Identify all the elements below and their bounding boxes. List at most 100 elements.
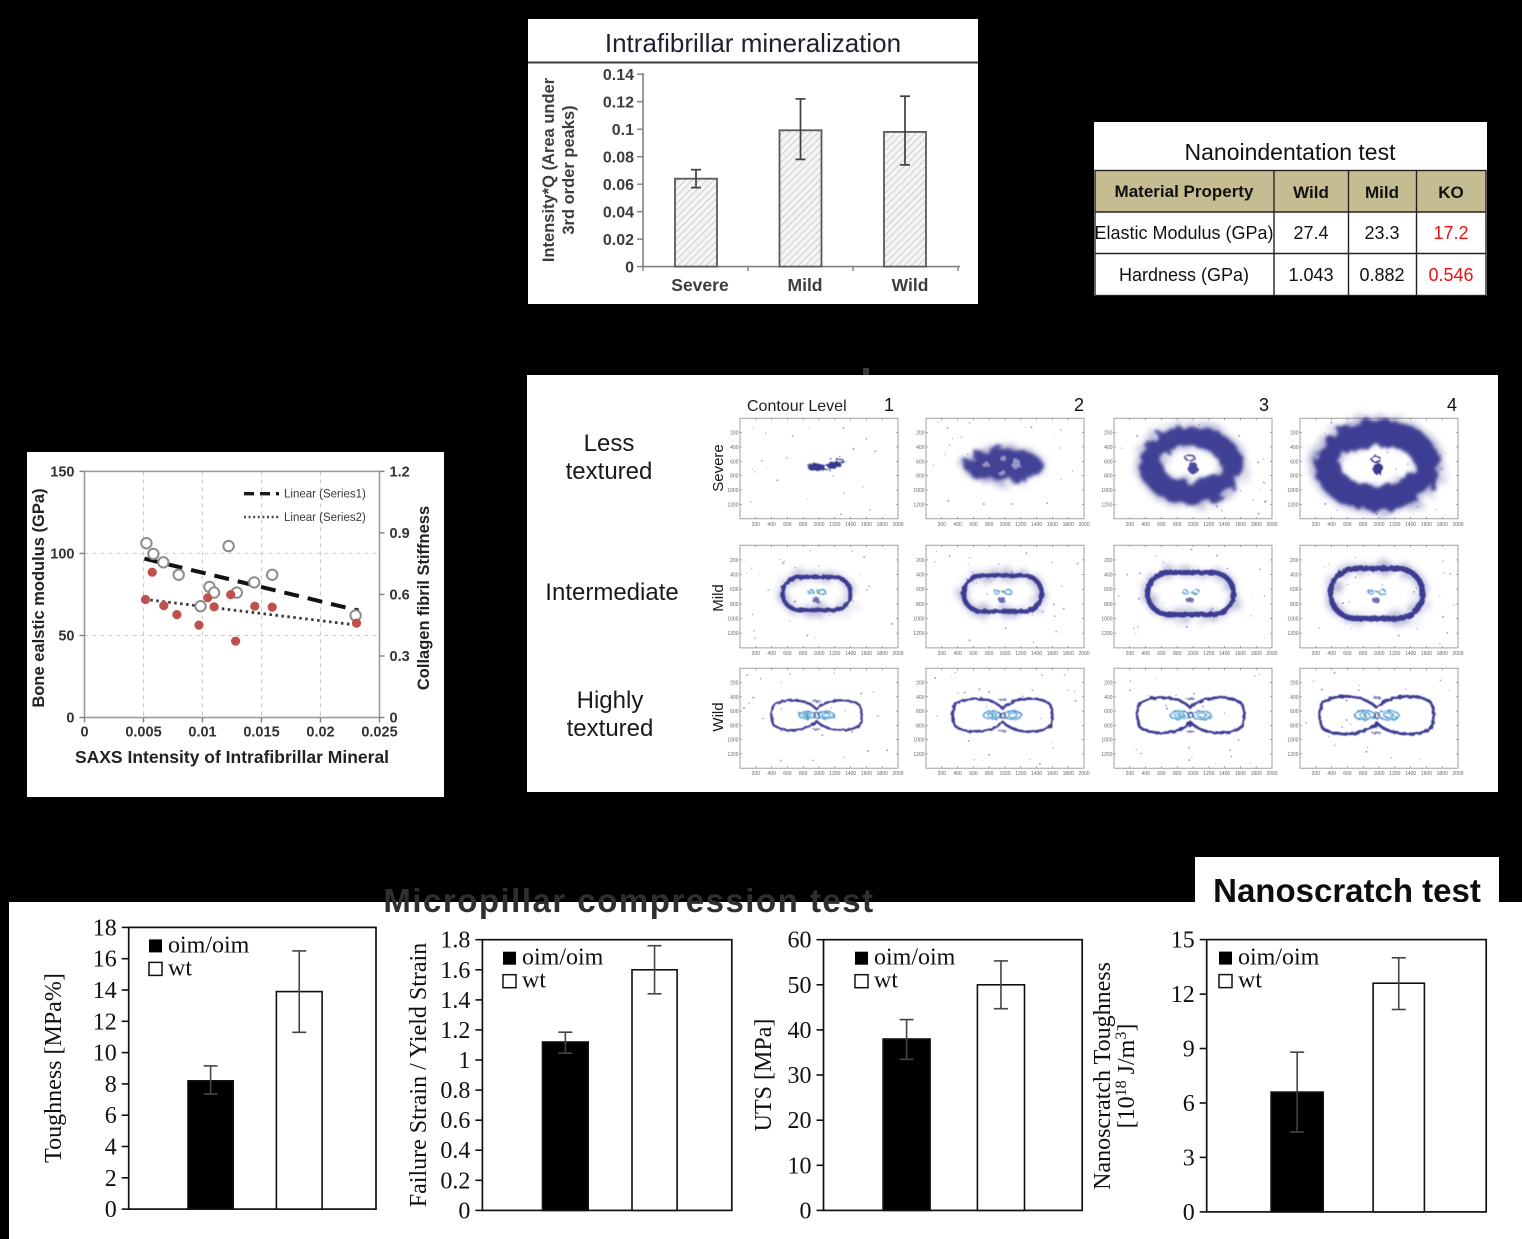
svg-text:9: 9 — [1183, 1037, 1195, 1063]
svg-text:2000: 2000 — [892, 651, 903, 657]
svg-text:Intrafibrillar mineralization: Intrafibrillar mineralization — [605, 28, 901, 58]
svg-text:600: 600 — [1290, 709, 1299, 715]
svg-text:0.02: 0.02 — [306, 725, 334, 741]
svg-text:12: 12 — [1171, 982, 1195, 1008]
svg-text:Linear (Series1): Linear (Series1) — [284, 489, 366, 501]
svg-text:0.1: 0.1 — [612, 122, 634, 139]
svg-text:200: 200 — [752, 522, 761, 528]
svg-text:2000: 2000 — [1078, 771, 1089, 777]
svg-text:Hardness (GPa): Hardness (GPa) — [1119, 265, 1249, 285]
svg-text:1800: 1800 — [1063, 522, 1074, 528]
svg-text:27.4: 27.4 — [1293, 223, 1328, 243]
svg-text:800: 800 — [1173, 651, 1182, 657]
svg-text:1800: 1800 — [1251, 651, 1262, 657]
svg-text:200: 200 — [1312, 522, 1321, 528]
svg-text:200: 200 — [916, 431, 925, 437]
svg-text:1800: 1800 — [877, 651, 888, 657]
svg-text:200: 200 — [1312, 651, 1321, 657]
svg-text:600: 600 — [916, 459, 925, 465]
svg-text:0.14: 0.14 — [603, 67, 634, 84]
svg-text:1200: 1200 — [829, 522, 840, 528]
svg-text:400: 400 — [1290, 695, 1299, 701]
svg-text:1000: 1000 — [1101, 488, 1112, 494]
svg-text:400: 400 — [1141, 522, 1150, 528]
svg-text:600: 600 — [969, 651, 978, 657]
svg-text:1600: 1600 — [1235, 771, 1246, 777]
svg-text:200: 200 — [730, 681, 739, 687]
svg-text:1200: 1200 — [1203, 771, 1214, 777]
svg-text:1600: 1600 — [1235, 522, 1246, 528]
svg-text:800: 800 — [799, 651, 808, 657]
svg-text:Material Property: Material Property — [1115, 182, 1254, 201]
svg-text:2000: 2000 — [892, 771, 903, 777]
svg-text:200: 200 — [1290, 558, 1299, 564]
svg-text:0.005: 0.005 — [125, 725, 161, 741]
svg-text:800: 800 — [1359, 522, 1368, 528]
svg-text:KO: KO — [1438, 183, 1464, 202]
svg-text:3rd order peaks): 3rd order peaks) — [560, 105, 578, 234]
svg-text:800: 800 — [985, 651, 994, 657]
svg-text:1000: 1000 — [813, 771, 824, 777]
svg-text:400: 400 — [916, 573, 925, 579]
svg-text:1200: 1200 — [1389, 651, 1400, 657]
svg-text:Failure Strain / Yield Strain: Failure Strain / Yield Strain — [406, 943, 432, 1207]
svg-text:600: 600 — [730, 459, 739, 465]
svg-text:1000: 1000 — [813, 651, 824, 657]
svg-text:Bone ealstic modulus (GPa): Bone ealstic modulus (GPa) — [30, 488, 48, 707]
svg-text:600: 600 — [1104, 587, 1113, 593]
svg-text:400: 400 — [1290, 445, 1299, 451]
svg-text:1000: 1000 — [727, 738, 738, 744]
svg-text:600: 600 — [1343, 651, 1352, 657]
svg-text:1000: 1000 — [1287, 738, 1298, 744]
svg-text:400: 400 — [953, 651, 962, 657]
svg-text:textured: textured — [566, 458, 653, 485]
svg-text:800: 800 — [1359, 771, 1368, 777]
svg-text:1800: 1800 — [1251, 771, 1262, 777]
svg-text:200: 200 — [938, 771, 947, 777]
svg-text:2000: 2000 — [892, 522, 903, 528]
svg-text:Severe: Severe — [671, 275, 729, 295]
svg-text:600: 600 — [1157, 771, 1166, 777]
svg-text:1600: 1600 — [1235, 651, 1246, 657]
svg-text:1400: 1400 — [1219, 522, 1230, 528]
svg-text:200: 200 — [1126, 771, 1135, 777]
svg-text:600: 600 — [916, 709, 925, 715]
svg-text:600: 600 — [1104, 709, 1113, 715]
svg-text:0.8: 0.8 — [440, 1078, 470, 1104]
svg-text:400: 400 — [767, 522, 776, 528]
svg-text:0.04: 0.04 — [603, 205, 634, 222]
svg-text:30: 30 — [788, 1063, 812, 1089]
svg-text:800: 800 — [1104, 723, 1113, 729]
svg-text:60: 60 — [788, 928, 812, 954]
svg-text:600: 600 — [730, 587, 739, 593]
svg-text:1400: 1400 — [1031, 522, 1042, 528]
svg-text:1200: 1200 — [1015, 651, 1026, 657]
svg-text:50: 50 — [788, 973, 812, 999]
svg-text:400: 400 — [767, 651, 776, 657]
svg-text:wt: wt — [168, 955, 192, 981]
svg-text:1600: 1600 — [1421, 771, 1432, 777]
svg-text:800: 800 — [730, 723, 739, 729]
svg-text:200: 200 — [1312, 771, 1321, 777]
svg-text:4: 4 — [1447, 395, 1457, 415]
svg-text:1000: 1000 — [913, 617, 924, 623]
svg-text:Less: Less — [584, 430, 635, 457]
svg-text:400: 400 — [1104, 445, 1113, 451]
svg-text:600: 600 — [1290, 459, 1299, 465]
svg-text:400: 400 — [730, 445, 739, 451]
svg-text:400: 400 — [1104, 695, 1113, 701]
svg-text:1800: 1800 — [1063, 651, 1074, 657]
svg-text:Collagen fibril Stiffness: Collagen fibril Stiffness — [415, 506, 433, 690]
svg-text:2000: 2000 — [1266, 522, 1277, 528]
svg-text:600: 600 — [783, 522, 792, 528]
svg-text:800: 800 — [916, 723, 925, 729]
svg-text:2000: 2000 — [1452, 651, 1463, 657]
svg-text:100: 100 — [50, 546, 74, 562]
svg-text:16: 16 — [93, 947, 117, 973]
svg-text:1600: 1600 — [861, 522, 872, 528]
svg-text:1200: 1200 — [829, 771, 840, 777]
svg-text:Highly: Highly — [577, 687, 644, 714]
svg-text:1400: 1400 — [1031, 651, 1042, 657]
svg-text:1400: 1400 — [845, 522, 856, 528]
svg-text:0.9: 0.9 — [390, 526, 410, 542]
